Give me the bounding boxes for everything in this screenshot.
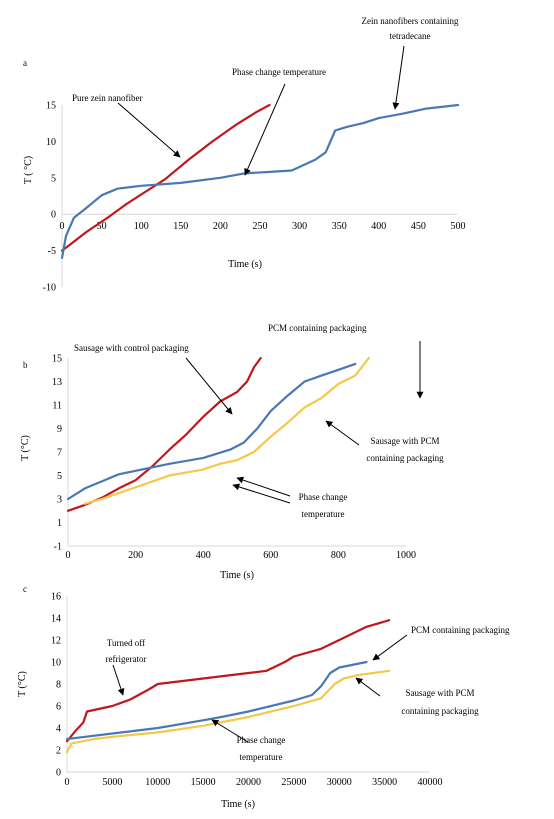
x-tick-label: 30000 xyxy=(327,777,352,788)
y-tick-label: 14 xyxy=(51,614,61,625)
y-tick-label: 11 xyxy=(52,401,62,412)
y-tick-label: 16 xyxy=(51,592,61,603)
y-tick-label: 7 xyxy=(57,448,62,459)
x-axis-title: Time (s) xyxy=(220,570,254,581)
x-tick-label: 40000 xyxy=(418,777,443,788)
y-tick-label: 6 xyxy=(56,702,61,713)
annotation-arrow xyxy=(117,102,181,158)
x-axis-title: Time (s) xyxy=(221,799,255,810)
x-tick-label: 200 xyxy=(213,221,228,232)
x-tick-label: 10000 xyxy=(145,777,170,788)
x-tick-label: 1000 xyxy=(396,550,416,561)
annotation-arrow xyxy=(185,357,233,415)
y-axis-title: T ( °C) xyxy=(23,156,34,184)
series-line-yellow xyxy=(83,356,370,505)
annotation-arrow xyxy=(355,677,381,697)
series-line-blue xyxy=(65,660,368,741)
y-tick-label: -10 xyxy=(43,283,56,294)
y-tick-label: 2 xyxy=(56,746,61,757)
annotation-text: PCM containing packaging xyxy=(268,323,367,333)
x-tick-label: 50 xyxy=(97,221,107,232)
annotation-text: containing packaging xyxy=(401,706,479,716)
series-line-red xyxy=(65,619,391,743)
x-tick-label: 150 xyxy=(173,221,188,232)
y-tick-label: 8 xyxy=(56,680,61,691)
y-tick-label: 10 xyxy=(51,658,61,669)
x-tick-label: 20000 xyxy=(236,777,261,788)
series-line-red xyxy=(66,356,262,512)
chart-panel-c: c 0 2 4 6 8 10 12 14 16 0 5000 10000 15000 20000 25000 3… xyxy=(17,584,510,810)
x-tick-label: 100 xyxy=(134,221,149,232)
x-tick-label: 15000 xyxy=(191,777,216,788)
annotation-text: temperature xyxy=(302,509,345,519)
annotation-text: Sausage with PCM xyxy=(370,436,439,446)
x-tick-label: 350 xyxy=(332,221,347,232)
annotation-arrow xyxy=(392,45,405,110)
annotation-text: temperature xyxy=(240,752,283,762)
x-tick-label: 250 xyxy=(253,221,268,232)
annotation-arrow xyxy=(236,476,291,497)
y-tick-label: -1 xyxy=(54,542,62,553)
y-tick-label: 5 xyxy=(57,471,62,482)
panel-label: c xyxy=(23,584,27,594)
y-tick-label: 4 xyxy=(56,724,61,735)
x-tick-label: 450 xyxy=(411,221,426,232)
x-tick-label: 200 xyxy=(128,550,143,561)
x-tick-label: 25000 xyxy=(281,777,306,788)
x-tick-label: 0 xyxy=(65,777,70,788)
y-axis-title: T (°C) xyxy=(20,435,31,461)
annotation-text: Pure zein nanofiber xyxy=(72,93,142,103)
y-tick-label: 5 xyxy=(51,173,56,184)
series-line-red xyxy=(60,103,271,252)
y-axis-title: T (°C) xyxy=(17,671,28,697)
y-tick-label: 3 xyxy=(57,495,62,506)
y-tick-label: 1 xyxy=(57,518,62,529)
x-tick-label: 400 xyxy=(371,221,386,232)
annotation-text: Phase change xyxy=(299,492,348,502)
annotation-text: containing packaging xyxy=(366,453,444,463)
annotation-text: Phase change xyxy=(237,735,286,745)
x-tick-label: 600 xyxy=(263,550,278,561)
annotation-arrow xyxy=(211,719,249,743)
x-tick-label: 0 xyxy=(60,221,65,232)
series-line-yellow xyxy=(65,669,391,754)
annotation-text: Turned off xyxy=(107,638,145,648)
annotation-arrow xyxy=(244,83,286,176)
annotation-text: Phase change temperature xyxy=(232,67,326,77)
y-tick-label: 9 xyxy=(57,424,62,435)
series-line-blue xyxy=(60,103,460,259)
annotation-text: Sausage with control packaging xyxy=(74,343,189,353)
y-tick-label: -5 xyxy=(48,246,56,257)
x-tick-label: 300 xyxy=(292,221,307,232)
x-tick-label: 500 xyxy=(451,221,466,232)
panel-label: b xyxy=(23,360,28,370)
annotation-text: PCM containing packaging xyxy=(411,625,510,635)
annotation-text: refrigerator xyxy=(106,654,147,664)
annotation-arrow xyxy=(325,420,360,446)
annotation-arrow xyxy=(372,634,408,661)
panel-label: a xyxy=(23,58,27,68)
y-tick-label: 15 xyxy=(46,101,56,112)
annotation-text: tetradecane xyxy=(390,31,431,41)
x-tick-label: 800 xyxy=(331,550,346,561)
series-line-blue xyxy=(66,362,357,501)
y-tick-label: 0 xyxy=(51,210,56,221)
x-tick-label: 400 xyxy=(196,550,211,561)
y-tick-label: 15 xyxy=(52,354,62,365)
y-tick-label: 0 xyxy=(56,768,61,779)
annotation-arrow xyxy=(112,664,125,696)
x-axis-title: Time (s) xyxy=(228,259,262,270)
y-tick-label: 12 xyxy=(51,636,61,647)
x-tick-label: 0 xyxy=(66,550,71,561)
x-tick-label: 35000 xyxy=(372,777,397,788)
x-tick-label: 5000 xyxy=(102,777,122,788)
y-tick-label: 10 xyxy=(46,137,56,148)
annotation-text: Zein nanofibers containing xyxy=(362,16,459,26)
annotation-text: Sausage with PCM xyxy=(405,688,474,698)
y-tick-label: 13 xyxy=(52,377,62,388)
annotation-arrow xyxy=(232,483,291,504)
